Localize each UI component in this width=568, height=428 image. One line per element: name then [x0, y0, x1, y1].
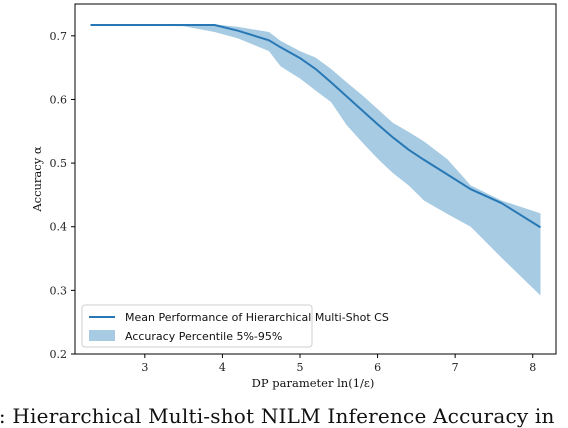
y-tick-label: 0.2: [50, 348, 68, 361]
y-tick-label: 0.5: [50, 157, 68, 170]
x-tick-label: 8: [529, 361, 536, 374]
legend-frame: [81, 304, 313, 348]
x-tick-label: 7: [452, 361, 459, 374]
y-axis-label: Accuracy α: [30, 146, 44, 213]
y-tick-label: 0.6: [50, 93, 68, 106]
plot-area: [90, 24, 542, 296]
x-tick-label: 6: [374, 361, 381, 374]
percentile-band: [90, 24, 541, 296]
y-tick-label: 0.4: [50, 221, 68, 234]
legend-label-percentile: Accuracy Percentile 5%-95%: [125, 330, 282, 343]
x-axis-label: DP parameter ln(1/ε): [252, 376, 375, 390]
legend-label-mean: Mean Performance of Hierarchical Multi-S…: [125, 311, 389, 324]
mean-performance-line: [90, 24, 542, 229]
legend: Mean Performance of Hierarchical Multi-S…: [81, 304, 389, 348]
axes-frame: [74, 3, 557, 355]
legend-band-swatch: [89, 330, 115, 341]
x-tick-label: 4: [219, 361, 226, 374]
y-tick-label: 0.7: [50, 30, 68, 43]
x-tick-label: 3: [141, 361, 148, 374]
axis-ticks: 3 4 5 6 7 8 0.2 0.3 0.4 0.5 0.6 0.7: [50, 30, 537, 374]
figure-caption: 4: Hierarchical Multi-shot NILM Inferenc…: [0, 404, 555, 428]
y-tick-label: 0.3: [50, 284, 68, 297]
x-tick-label: 5: [296, 361, 303, 374]
